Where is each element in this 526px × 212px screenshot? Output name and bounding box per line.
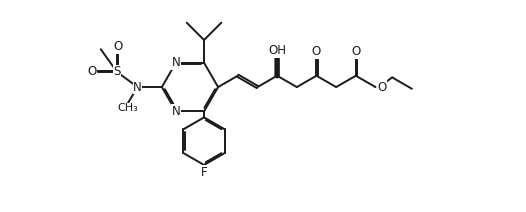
Text: CH₃: CH₃: [117, 103, 138, 113]
Text: O: O: [312, 45, 321, 58]
Text: N: N: [133, 81, 142, 93]
Text: N: N: [171, 56, 180, 69]
Text: F: F: [201, 166, 207, 179]
Text: O: O: [87, 66, 96, 78]
Text: S: S: [113, 66, 120, 78]
Text: O: O: [352, 45, 361, 58]
Text: O: O: [113, 40, 122, 53]
Text: O: O: [377, 81, 387, 93]
Text: OH: OH: [268, 45, 286, 57]
Text: N: N: [171, 105, 180, 118]
